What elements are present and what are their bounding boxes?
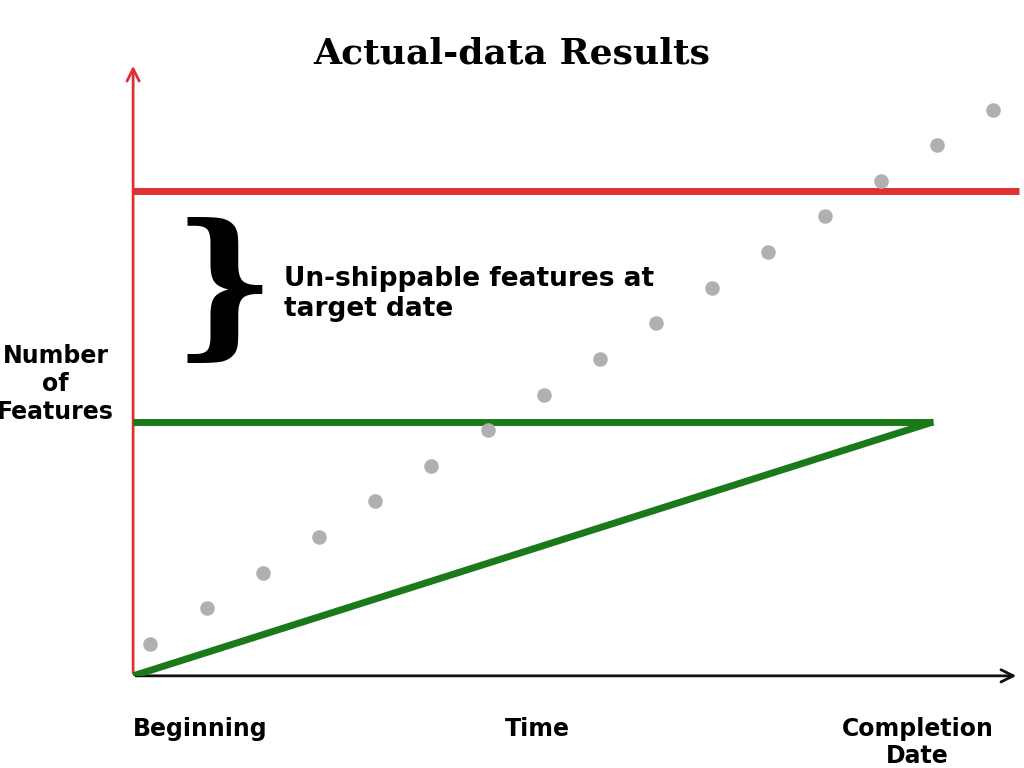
Point xyxy=(872,175,889,187)
Text: }: } xyxy=(172,217,274,370)
Text: Time: Time xyxy=(505,717,570,740)
Point xyxy=(367,495,383,508)
Point xyxy=(479,424,496,436)
Point xyxy=(929,139,945,151)
Point xyxy=(985,104,1001,116)
Text: Un-shippable features at
target date: Un-shippable features at target date xyxy=(284,266,653,322)
Point xyxy=(536,389,552,401)
Point xyxy=(310,531,327,543)
Point xyxy=(592,353,608,365)
Point xyxy=(760,246,776,258)
Point xyxy=(142,637,159,650)
Point xyxy=(255,566,271,578)
Text: Beginning: Beginning xyxy=(133,717,267,740)
Text: Number
of
Features: Number of Features xyxy=(0,344,114,424)
Point xyxy=(423,459,439,472)
Point xyxy=(816,210,833,223)
Text: Actual-data Results: Actual-data Results xyxy=(313,37,711,71)
Point xyxy=(705,282,721,294)
Text: Completion
Date: Completion Date xyxy=(842,717,993,768)
Point xyxy=(199,602,215,614)
Point xyxy=(648,317,665,329)
